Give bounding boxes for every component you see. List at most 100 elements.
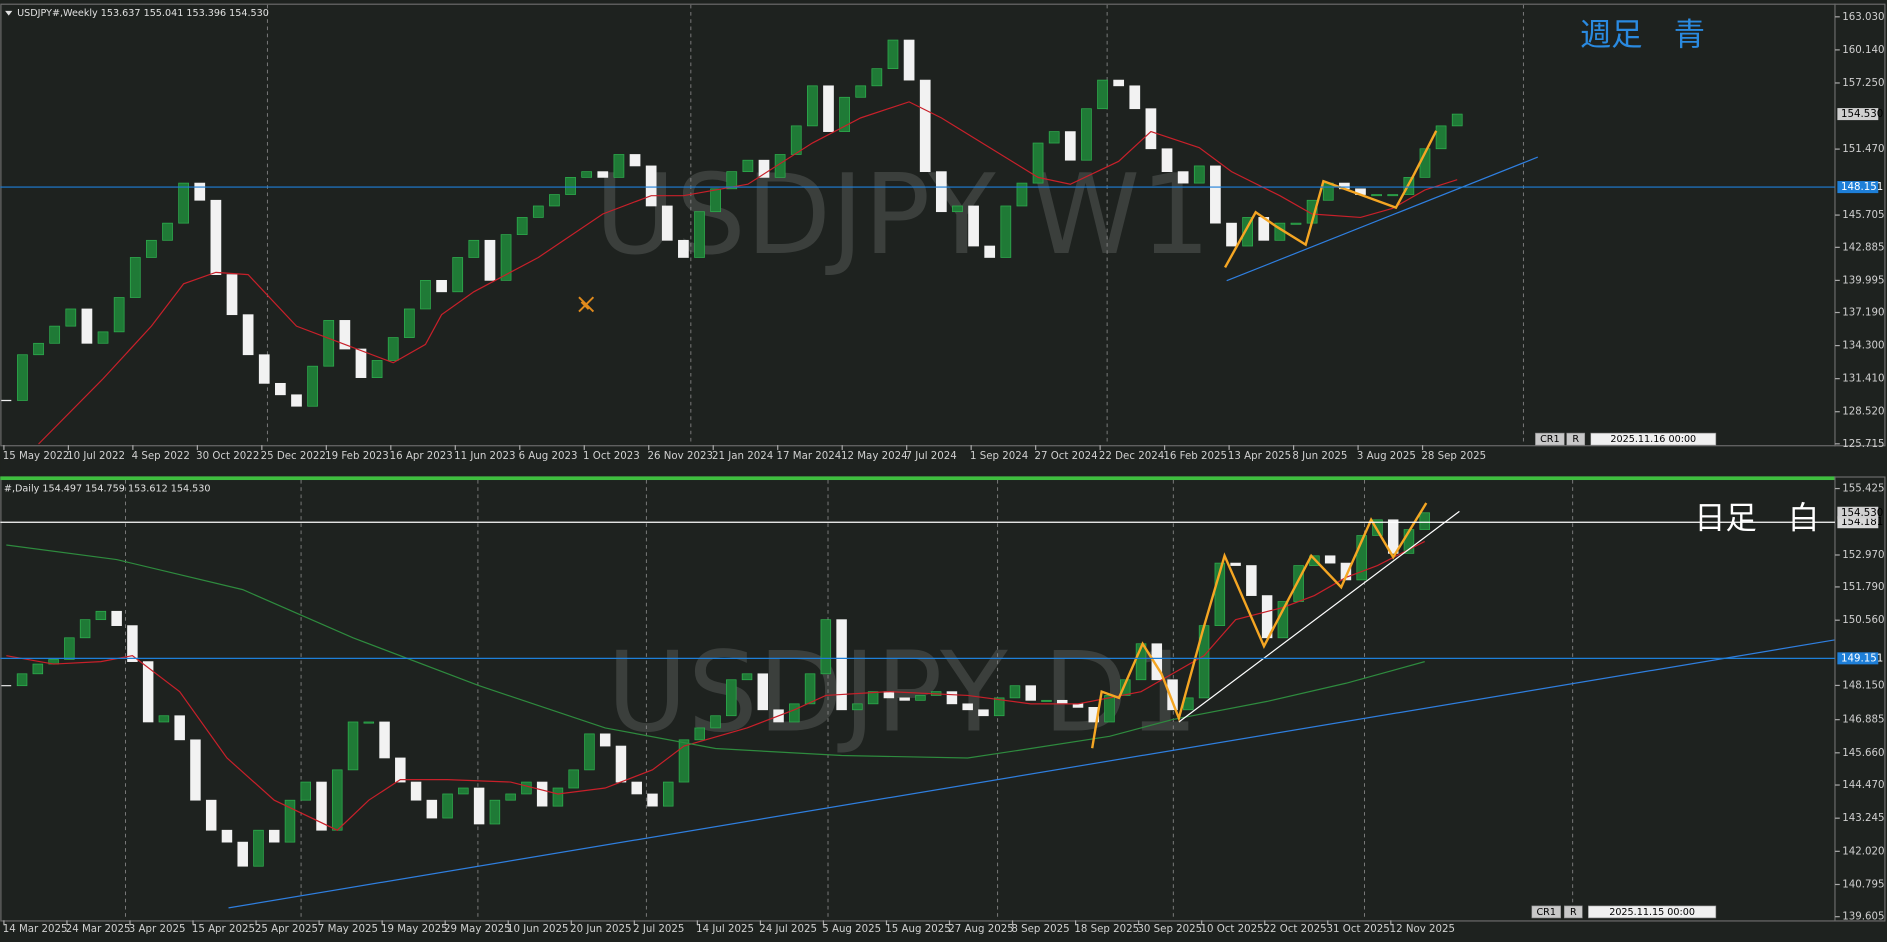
x-tick-label: 8 Jun 2025 — [1292, 451, 1347, 462]
x-tick-label: 5 Aug 2025 — [822, 924, 881, 935]
candle-body — [726, 679, 737, 717]
candle-body — [1435, 125, 1447, 150]
candle-body — [458, 787, 469, 795]
candle-body — [473, 787, 485, 825]
candle-body — [599, 733, 611, 747]
candle-body — [1032, 142, 1044, 184]
y-tick-label: 140.795 — [1842, 879, 1884, 890]
candle-body — [742, 159, 754, 173]
x-tick-label: 13 Apr 2025 — [1228, 451, 1291, 462]
x-tick-label: 4 Sep 2022 — [132, 451, 190, 462]
footer-label: CR1 — [1536, 907, 1556, 918]
candle-body — [1016, 182, 1028, 207]
y-tick-label: 145.660 — [1842, 748, 1884, 759]
candle-body — [581, 171, 593, 178]
candle-body — [1120, 679, 1131, 696]
price-label-box — [1837, 516, 1879, 529]
candle-body — [410, 781, 422, 801]
x-tick-label: 15 Apr 2025 — [192, 924, 255, 935]
candle-body — [1104, 695, 1115, 723]
candle-body — [1324, 555, 1336, 564]
candle-body — [347, 721, 359, 771]
x-tick-label: 10 Oct 2025 — [1200, 924, 1263, 935]
candle-body — [694, 211, 705, 258]
candle-body — [629, 154, 641, 167]
candle-body — [804, 673, 816, 705]
candle-body — [436, 279, 447, 293]
candle-body — [1387, 519, 1399, 554]
candle-body — [17, 354, 28, 401]
y-tick-label: 150.560 — [1842, 615, 1884, 626]
candle-body — [978, 709, 989, 717]
candle-body — [935, 171, 947, 213]
x-tick-label: 7 Jul 2024 — [905, 451, 956, 462]
candle-body — [16, 673, 28, 687]
candle-body — [946, 691, 958, 705]
y-tick-label: 144.470 — [1842, 780, 1884, 791]
moving-average — [38, 101, 1458, 445]
candle-body — [1167, 679, 1178, 711]
candle-body — [741, 673, 753, 681]
x-tick-label: 27 Aug 2025 — [948, 924, 1013, 935]
candle-body — [1161, 148, 1173, 173]
trendline — [1226, 156, 1539, 282]
y-tick-label: 139.995 — [1842, 275, 1884, 286]
x-tick-label: 14 Mar 2025 — [3, 924, 68, 935]
x-tick-label: 18 Sep 2025 — [1074, 924, 1139, 935]
candle-body — [500, 234, 512, 281]
candle-body — [142, 661, 154, 723]
candle-body — [162, 222, 173, 241]
candle-body — [899, 697, 910, 701]
candle-body — [174, 715, 185, 741]
candle-body — [484, 239, 496, 281]
y-tick-label: 155.425 — [1842, 484, 1884, 495]
x-tick-label: 3 Apr 2025 — [129, 924, 186, 935]
x-tick-label: 1 Sep 2024 — [970, 451, 1028, 462]
candle-body — [1387, 194, 1399, 197]
candle-body — [300, 781, 312, 801]
current-price-label: 154.530 — [1841, 109, 1883, 120]
candle-body — [355, 348, 367, 378]
candle-body — [1041, 699, 1052, 702]
y-tick-label: 125.715 — [1842, 439, 1884, 450]
x-tick-label: 1 Oct 2023 — [583, 451, 640, 462]
zigzag-line — [1224, 130, 1438, 269]
footer-label: 2025.11.15 00:00 — [1609, 907, 1695, 918]
x-tick-label: 21 Jan 2024 — [712, 451, 773, 462]
candle-body — [210, 199, 222, 275]
candle-body — [774, 154, 786, 178]
x-tick-label: 30 Oct 2022 — [196, 451, 259, 462]
x-tick-label: 14 Jul 2025 — [696, 924, 754, 935]
x-tick-label: 30 Sep 2025 — [1137, 924, 1202, 935]
candle-body — [1451, 113, 1463, 127]
x-tick-label: 11 Jun 2023 — [454, 451, 515, 462]
footer-label: R — [1570, 907, 1577, 918]
candle-body — [32, 663, 44, 675]
y-tick-label: 157.250 — [1842, 78, 1884, 89]
x-tick-label: 19 Feb 2023 — [325, 451, 389, 462]
candle-body — [190, 739, 201, 801]
x-tick-label: 10 Jun 2025 — [507, 924, 568, 935]
candle-body — [678, 739, 690, 783]
candle-body — [1210, 165, 1221, 224]
candle-body — [613, 154, 625, 178]
moving-average — [6, 540, 1425, 831]
candle-body — [403, 308, 415, 338]
zigzag-line — [1091, 502, 1428, 749]
x-tick-label: 7 May 2025 — [318, 924, 378, 935]
x-tick-label: 24 Jul 2025 — [759, 924, 817, 935]
moving-average — [6, 544, 1425, 759]
annotation: 日足 白 — [1694, 501, 1819, 537]
footer-box — [1563, 905, 1583, 919]
price-label: 149.151 — [1841, 653, 1883, 664]
y-tick-label: 143.245 — [1842, 813, 1884, 824]
candle-body — [883, 691, 895, 699]
footer-box — [1588, 905, 1717, 919]
candle-body — [678, 239, 689, 258]
footer-box — [1566, 432, 1586, 446]
price-label: 148.151 — [1841, 182, 1883, 193]
x-tick-label: 31 Oct 2025 — [1327, 924, 1390, 935]
candle-body — [363, 721, 375, 724]
candle-body — [1135, 643, 1147, 681]
y-tick-label: 152.970 — [1842, 550, 1884, 561]
